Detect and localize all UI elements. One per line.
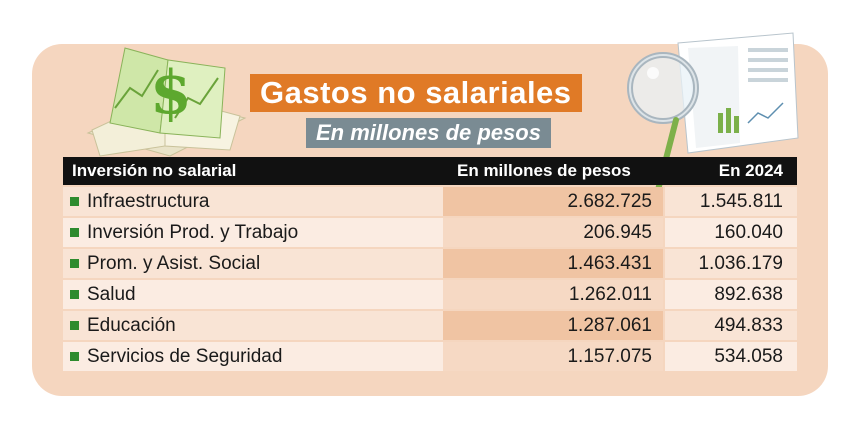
green-square-bullet-icon [70,259,79,268]
column-header-2024: En 2024 [718,161,783,180]
table-row: Educación 1.287.061 494.833 [63,311,797,342]
row-2024: 534.058 [665,342,797,371]
row-total: 2.682.725 [443,187,663,216]
green-square-bullet-icon [70,321,79,330]
page-title: Gastos no salariales [250,74,582,112]
green-square-bullet-icon [70,352,79,361]
row-2024: 1.036.179 [665,249,797,278]
table-row: Servicios de Seguridad 1.157.075 534.058 [63,342,797,373]
table-row: Prom. y Asist. Social 1.463.431 1.036.17… [63,249,797,280]
row-total: 1.157.075 [443,342,663,371]
column-header-inversion: Inversión no salarial [72,161,237,180]
page-subtitle: En millones de pesos [306,118,551,148]
row-label: Prom. y Asist. Social [87,253,261,274]
row-total: 1.262.011 [443,280,663,309]
table-row: Infraestructura 2.682.725 1.545.811 [63,187,797,218]
row-label: Salud [87,284,136,305]
row-label: Educación [87,315,176,336]
magnifier-report-icon [627,32,799,193]
row-label: Servicios de Seguridad [87,346,283,367]
green-square-bullet-icon [70,197,79,206]
row-total: 206.945 [443,218,663,247]
row-label: Infraestructura [87,191,210,212]
svg-text:$: $ [150,58,192,128]
column-header-millones: En millones de pesos [457,161,631,180]
row-2024: 892.638 [665,280,797,309]
row-2024: 160.040 [665,218,797,247]
row-label: Inversión Prod. y Trabajo [87,222,299,243]
green-square-bullet-icon [70,228,79,237]
table-body: Infraestructura 2.682.725 1.545.811 Inve… [63,187,797,373]
row-2024: 494.833 [665,311,797,340]
table-row: Inversión Prod. y Trabajo 206.945 160.04… [63,218,797,249]
money-book-icon: $ [86,47,247,157]
row-total: 1.463.431 [443,249,663,278]
table-header: Inversión no salarial En millones de pes… [63,157,797,185]
table-row: Salud 1.262.011 892.638 [63,280,797,311]
green-square-bullet-icon [70,290,79,299]
row-2024: 1.545.811 [665,187,797,216]
row-total: 1.287.061 [443,311,663,340]
